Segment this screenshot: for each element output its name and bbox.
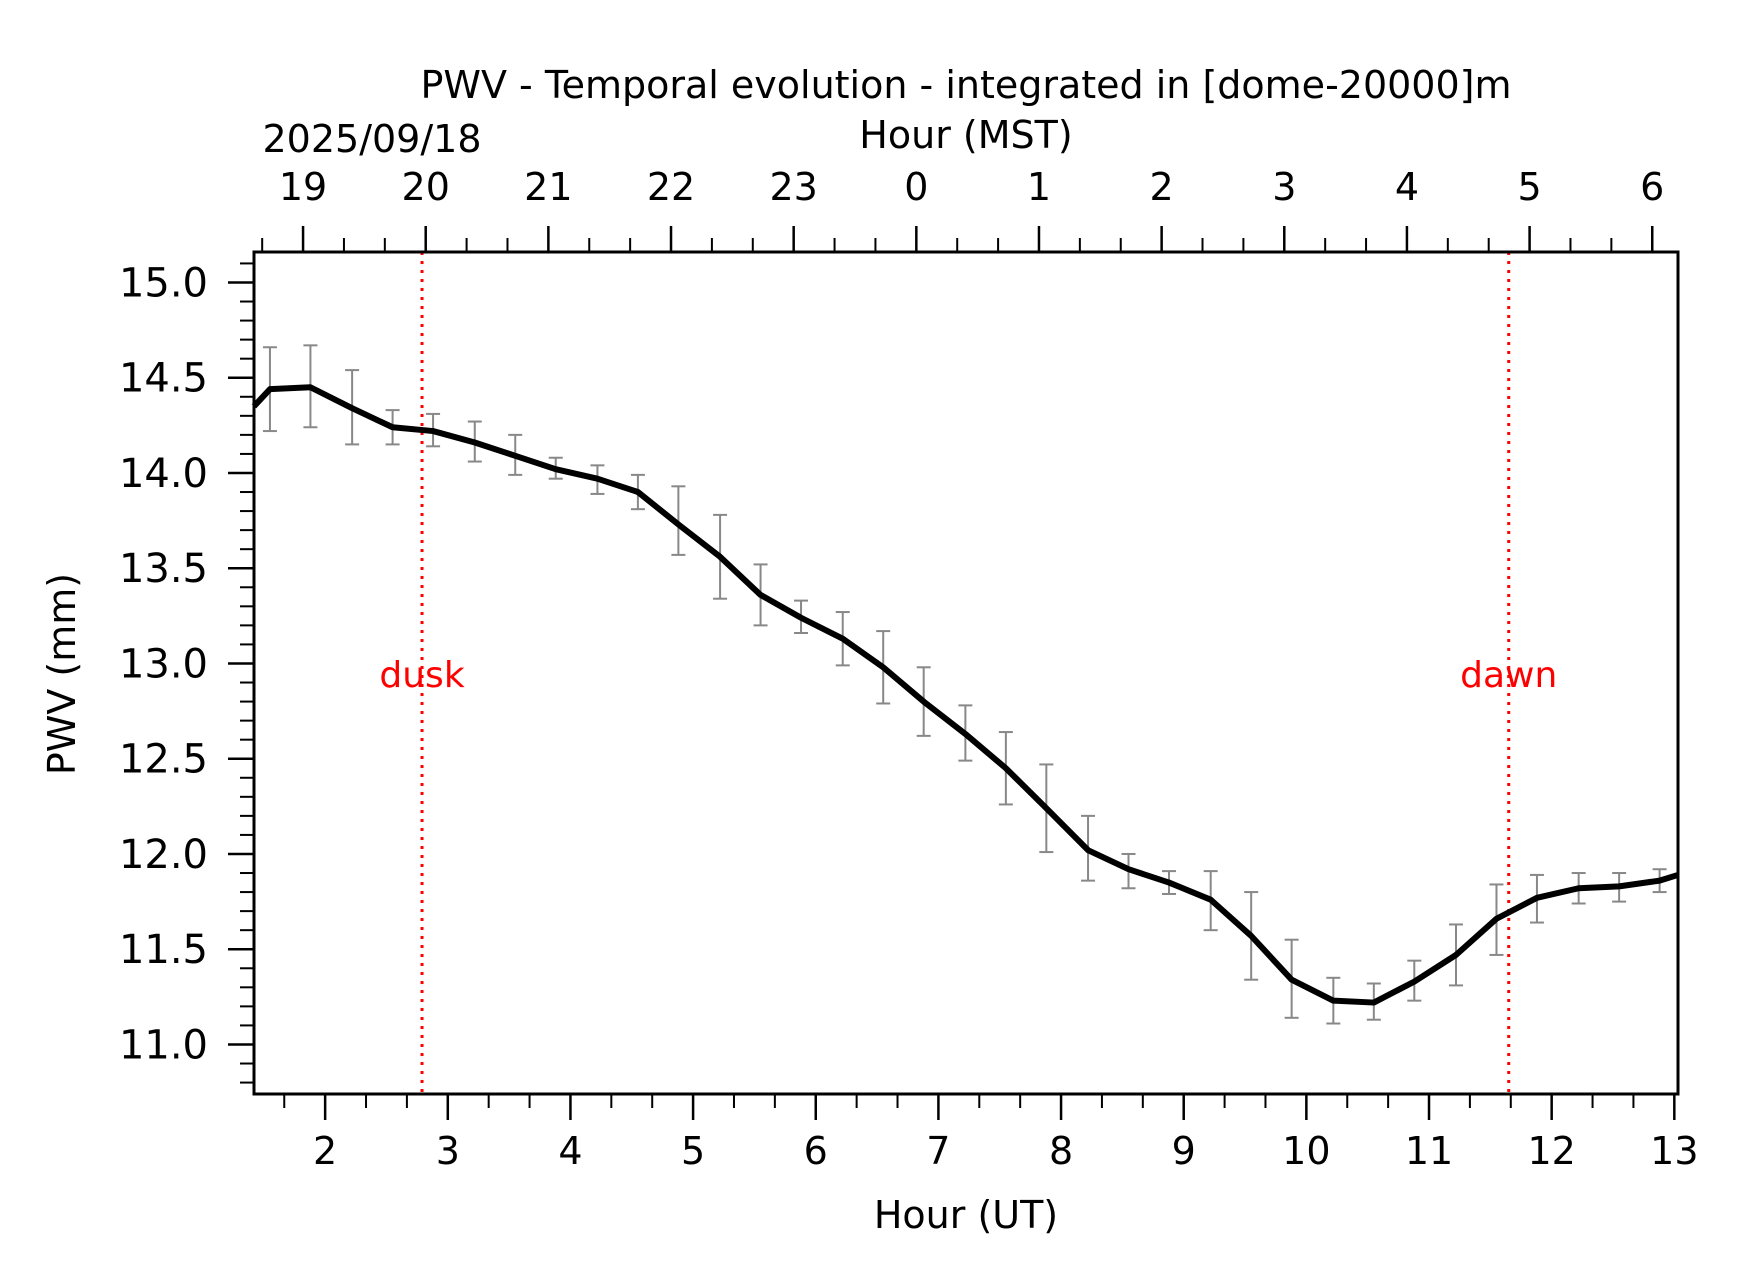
- x2-tick-label: 21: [524, 165, 572, 209]
- x2-tick-label: 4: [1395, 165, 1419, 209]
- y-axis-label: PWV (mm): [40, 573, 84, 775]
- y-tick-label: 11.0: [119, 1022, 208, 1068]
- x-tick-label: 10: [1282, 1129, 1330, 1173]
- y-tick-label: 12.0: [119, 832, 208, 878]
- y-tick-label: 11.5: [119, 927, 208, 973]
- vline-label-dusk: dusk: [379, 655, 464, 696]
- x2-tick-label: 6: [1640, 165, 1664, 209]
- chart-title: PWV - Temporal evolution - integrated in…: [420, 63, 1511, 107]
- y-tick-label: 13.0: [119, 641, 208, 687]
- x2-tick-label: 1: [1027, 165, 1051, 209]
- date-label: 2025/09/18: [262, 117, 481, 161]
- x2-tick-label: 2: [1150, 165, 1174, 209]
- x2-axis-label: Hour (MST): [859, 113, 1072, 157]
- x-tick-label: 5: [681, 1129, 705, 1173]
- x2-tick-label: 22: [647, 165, 695, 209]
- y-tick-label: 14.5: [119, 356, 208, 402]
- x2-tick-label: 0: [904, 165, 928, 209]
- x-tick-label: 9: [1172, 1129, 1196, 1173]
- x-tick-label: 8: [1049, 1129, 1073, 1173]
- x-tick-label: 2: [313, 1129, 337, 1173]
- y-tick-label: 14.0: [119, 451, 208, 497]
- x-tick-label: 4: [558, 1129, 582, 1173]
- x-tick-label: 3: [436, 1129, 460, 1173]
- plot-frame: [252, 250, 1680, 1096]
- x-tick-label: 13: [1650, 1129, 1698, 1173]
- x2-tick-label: 20: [402, 165, 450, 209]
- x2-tick-label: 19: [279, 165, 327, 209]
- x2-tick-label: 5: [1517, 165, 1541, 209]
- vline-label-dawn: dawn: [1460, 655, 1557, 696]
- x-tick-label: 7: [926, 1129, 950, 1173]
- event-lines: dusk dawn: [379, 252, 1557, 1094]
- series-line-pwv: [251, 384, 1679, 1006]
- x2-tick-label: 3: [1272, 165, 1296, 209]
- axis-ticks: [228, 226, 1676, 1120]
- x-axis-label: Hour (UT): [874, 1193, 1058, 1237]
- y-tick-label: 15.0: [119, 260, 208, 306]
- y-tick-label: 12.5: [119, 737, 208, 783]
- error-bars: [262, 344, 1667, 1025]
- x-tick-label: 11: [1405, 1129, 1453, 1173]
- x-tick-label: 12: [1527, 1129, 1575, 1173]
- x-tick-label: 6: [804, 1129, 828, 1173]
- x2-tick-label: 23: [769, 165, 817, 209]
- y-tick-label: 13.5: [119, 546, 208, 592]
- series-lines: [251, 384, 1679, 1006]
